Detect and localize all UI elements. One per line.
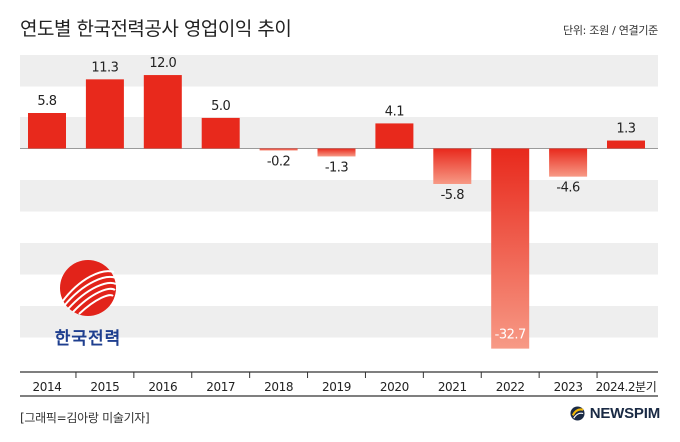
x-tick-label: 2015 (90, 380, 119, 394)
x-tick-label: 2017 (206, 380, 235, 394)
kepco-emblem-icon (60, 260, 117, 316)
grid-stripe (20, 117, 658, 149)
value-label: -4.6 (556, 181, 580, 196)
x-tick-label: 2023 (554, 380, 583, 394)
chart-title: 연도별 한국전력공사 영업이익 추이 (20, 18, 292, 40)
grid-stripe (20, 306, 658, 338)
value-label: -32.7 (495, 328, 526, 343)
bar-2020 (375, 123, 414, 149)
bar-2016 (143, 75, 182, 149)
value-label: -0.2 (267, 155, 290, 170)
bar-2018 (259, 148, 298, 151)
grid-stripe (20, 243, 658, 275)
grid-stripe (20, 55, 658, 87)
bar-2022 (491, 148, 530, 349)
value-label: 12.0 (149, 56, 176, 71)
x-tick-label: 2022 (496, 380, 525, 394)
value-label: 4.1 (385, 104, 404, 119)
bar-2014 (28, 113, 66, 149)
grid-stripes (20, 55, 658, 338)
x-tick-label: 2020 (380, 380, 409, 394)
logo-text: 한국전력 (54, 329, 122, 349)
bar-2023 (549, 148, 588, 177)
x-tick-label: 2014 (33, 380, 62, 394)
value-label: 1.3 (616, 122, 635, 137)
brand-name: NEWSPIM (589, 405, 660, 422)
bar-2017 (201, 117, 240, 149)
grid-stripe (20, 180, 658, 212)
value-label: -1.3 (325, 160, 349, 175)
graphic-credit: [그래픽=김아랑 미술기자] (20, 411, 150, 425)
x-tick-label: 2016 (148, 380, 177, 394)
bar-2019 (317, 148, 356, 157)
kepco-logo: 한국전력 (40, 258, 136, 349)
newspim-brand: NEWSPIM (570, 405, 660, 422)
bar-2021 (433, 148, 472, 184)
value-labels: 5.8 11.3 12.0 5.0 -0.2 -1.3 4.1 -5.8 -32.7 -4.6 1.… (37, 56, 636, 343)
bar-2024.2분기 (607, 140, 645, 149)
x-tick-label: 2024.2분기 (596, 380, 657, 394)
axis: 2014 2015 2016 2017 2018 2019 2020 2021 2022 2023… (20, 371, 658, 397)
unit-note: 단위: 조원 / 연결기준 (563, 24, 658, 37)
bars (28, 75, 645, 349)
value-label: 5.8 (37, 94, 56, 109)
x-tick-label: 2021 (438, 380, 467, 394)
x-tick-label: 2018 (264, 380, 293, 394)
value-label: -5.8 (441, 188, 465, 203)
value-label: 11.3 (91, 60, 118, 75)
newspim-globe-icon (570, 406, 585, 421)
value-label: 5.0 (211, 99, 230, 114)
x-tick-label: 2019 (322, 380, 351, 394)
bar-2015 (85, 79, 124, 149)
